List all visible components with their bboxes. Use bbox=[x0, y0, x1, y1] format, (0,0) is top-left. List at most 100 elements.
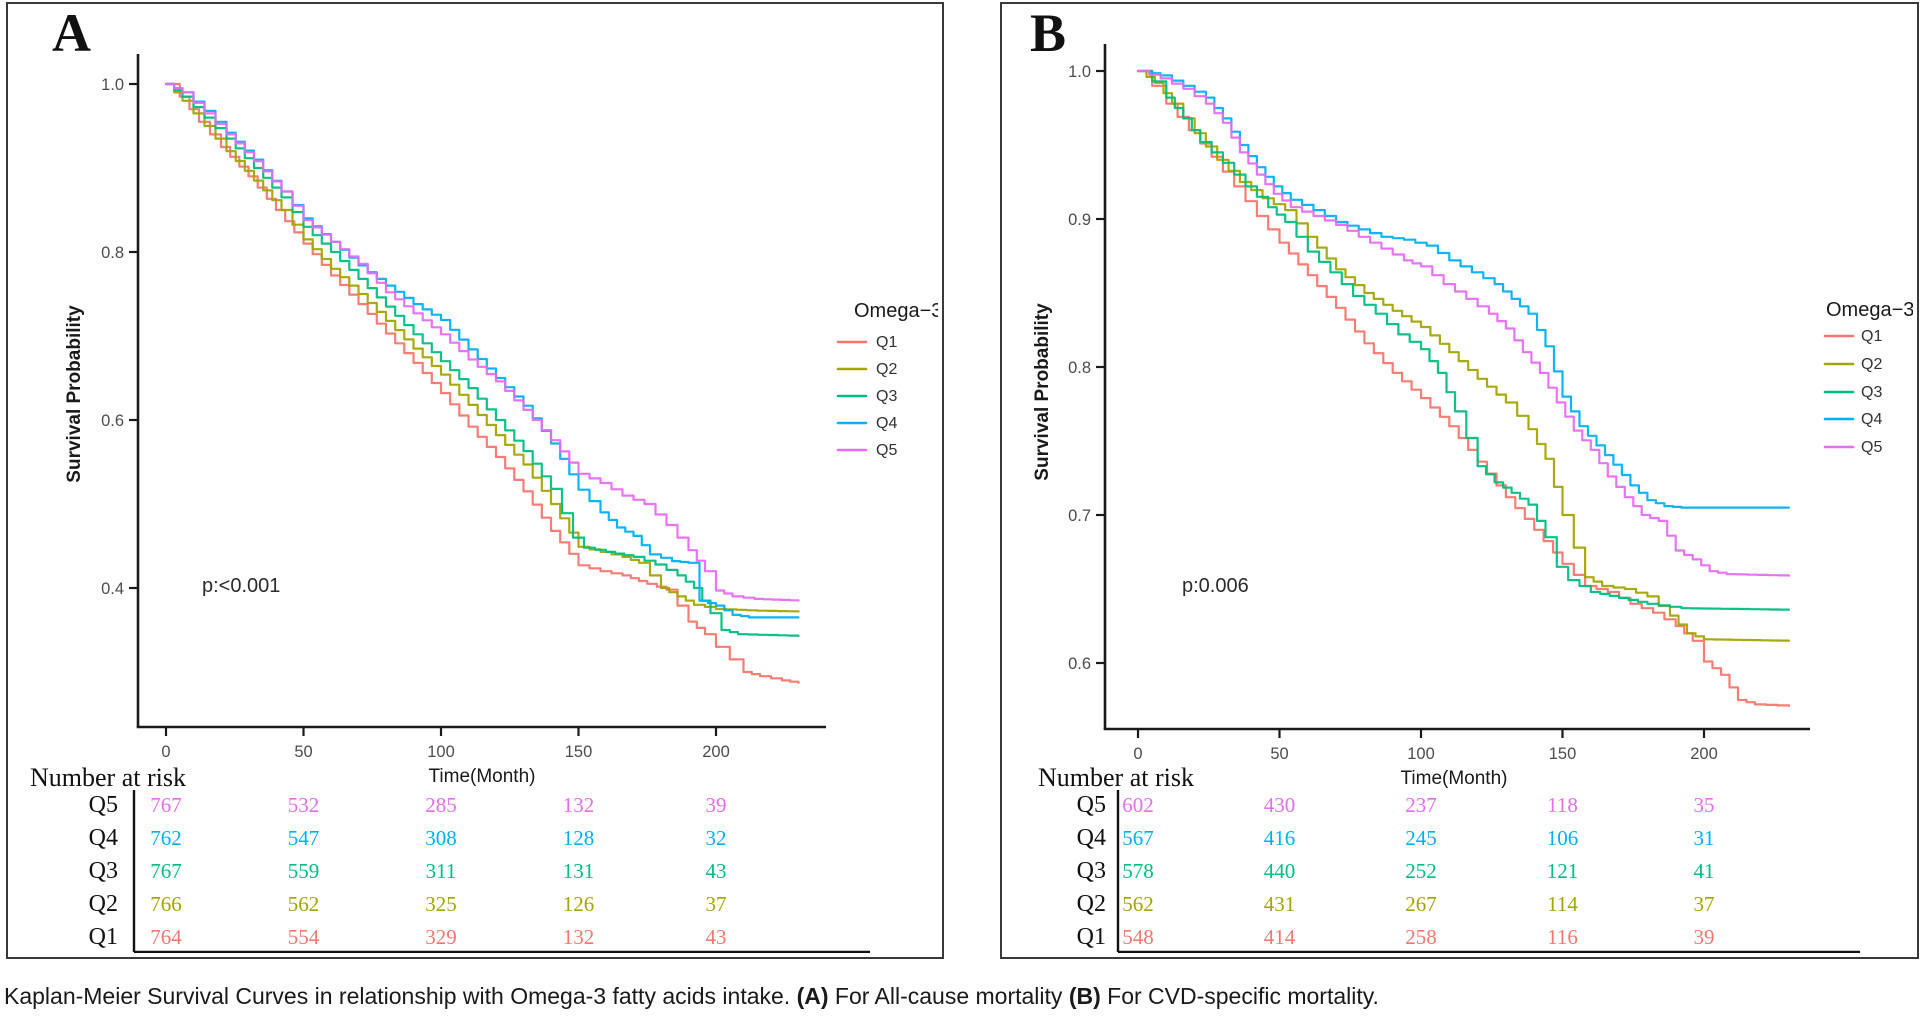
panel-label-a: A bbox=[52, 3, 91, 63]
risk-value-q5-t0: 602 bbox=[1122, 793, 1154, 817]
km-curve-q3 bbox=[164, 82, 800, 637]
risk-value-q4-t50: 547 bbox=[288, 826, 320, 850]
risk-value-q5-t100: 285 bbox=[425, 793, 457, 817]
risk-table-title: Number at risk bbox=[1038, 763, 1194, 792]
km-curve-q5 bbox=[164, 82, 800, 602]
y-tick-label: 0.8 bbox=[101, 244, 124, 262]
risk-row-label-q5: Q5 bbox=[89, 792, 118, 818]
legend-label-q5: Q5 bbox=[1861, 439, 1882, 456]
x-tick-label: 200 bbox=[702, 743, 730, 761]
legend-label-q4: Q4 bbox=[876, 415, 897, 432]
caption-bold-a: (A) bbox=[796, 983, 829, 1009]
risk-value-q4-t150: 106 bbox=[1547, 826, 1579, 850]
risk-value-q2-t0: 766 bbox=[150, 892, 182, 916]
y-tick-label: 0.8 bbox=[1068, 359, 1091, 377]
risk-value-q2-t100: 267 bbox=[1405, 892, 1437, 916]
legend-label-q1: Q1 bbox=[876, 334, 897, 351]
legend-title: Omega−3 bbox=[1826, 299, 1913, 321]
legend-title: Omega−3 bbox=[854, 300, 938, 322]
x-tick-label: 150 bbox=[565, 743, 593, 761]
x-tick-label: 100 bbox=[1407, 745, 1435, 763]
risk-value-q5-t200: 35 bbox=[1694, 793, 1715, 817]
risk-value-q4-t150: 128 bbox=[563, 826, 595, 850]
risk-value-q5-t0: 767 bbox=[150, 793, 182, 817]
km-curve-q1 bbox=[164, 82, 800, 684]
risk-value-q2-t100: 325 bbox=[425, 892, 457, 916]
km-chart-all-cause: 1.0 0.8 0.6 0.4 0 50 100 150 200 Survival Probabi… bbox=[30, 54, 938, 953]
legend-label-q3: Q3 bbox=[876, 388, 897, 405]
risk-value-q4-t0: 762 bbox=[150, 826, 182, 850]
risk-value-q2-t50: 431 bbox=[1264, 892, 1296, 916]
x-tick-label: 150 bbox=[1549, 745, 1577, 763]
km-curve-q2 bbox=[1136, 69, 1790, 642]
risk-value-q1-t100: 258 bbox=[1405, 925, 1437, 949]
legend-label-q1: Q1 bbox=[1861, 328, 1882, 345]
y-axis-title: Survival Probability bbox=[64, 305, 85, 483]
risk-value-q3-t150: 121 bbox=[1547, 859, 1579, 883]
risk-value-q4-t200: 31 bbox=[1694, 826, 1715, 850]
caption-text: Kaplan-Meier Survival Curves in relation… bbox=[4, 983, 797, 1009]
p-value-label: p:0.006 bbox=[1182, 575, 1249, 597]
risk-value-q2-t0: 562 bbox=[1122, 892, 1154, 916]
legend-label-q3: Q3 bbox=[1861, 384, 1882, 401]
risk-value-q3-t200: 41 bbox=[1694, 859, 1715, 883]
risk-value-q5-t200: 39 bbox=[706, 793, 727, 817]
risk-value-q2-t150: 126 bbox=[563, 892, 595, 916]
risk-value-q3-t0: 578 bbox=[1122, 859, 1154, 883]
legend-label-q2: Q2 bbox=[876, 361, 897, 378]
y-tick-label: 0.4 bbox=[101, 580, 124, 598]
legend-label-q5: Q5 bbox=[876, 442, 897, 459]
y-tick-label: 0.9 bbox=[1068, 211, 1091, 229]
risk-row-label-q4: Q4 bbox=[89, 825, 118, 851]
x-tick-label: 100 bbox=[427, 743, 455, 761]
risk-value-q3-t100: 252 bbox=[1405, 859, 1437, 883]
caption-text: For CVD-specific mortality. bbox=[1100, 983, 1379, 1009]
risk-value-q2-t200: 37 bbox=[706, 892, 727, 916]
risk-value-q1-t150: 116 bbox=[1547, 925, 1578, 949]
risk-value-q1-t0: 764 bbox=[150, 925, 182, 949]
risk-value-q3-t50: 559 bbox=[288, 859, 320, 883]
risk-value-q5-t50: 430 bbox=[1264, 793, 1296, 817]
x-tick-label: 50 bbox=[1270, 745, 1288, 763]
risk-value-q5-t100: 237 bbox=[1405, 793, 1437, 817]
x-tick-label: 0 bbox=[161, 743, 170, 761]
risk-value-q1-t50: 414 bbox=[1264, 925, 1296, 949]
legend-label-q4: Q4 bbox=[1861, 411, 1882, 428]
risk-value-q3-t200: 43 bbox=[706, 859, 727, 883]
km-curve-q2 bbox=[164, 82, 800, 613]
risk-value-q4-t0: 567 bbox=[1122, 826, 1154, 850]
x-tick-label: 200 bbox=[1690, 745, 1718, 763]
risk-row-label-q3: Q3 bbox=[1077, 858, 1106, 884]
risk-value-q5-t50: 532 bbox=[288, 793, 320, 817]
risk-row-label-q1: Q1 bbox=[1077, 924, 1106, 950]
x-axis-title: Time(Month) bbox=[1401, 768, 1508, 789]
km-chart-cvd: 1.0 0.9 0.8 0.7 0.6 0 50 100 150 200 Survival Prob… bbox=[1032, 44, 1913, 953]
y-axis-title: Survival Probability bbox=[1032, 303, 1053, 481]
risk-value-q3-t100: 311 bbox=[426, 859, 457, 883]
y-tick-label: 0.6 bbox=[1068, 655, 1091, 673]
risk-value-q2-t150: 114 bbox=[1547, 892, 1578, 916]
risk-value-q2-t50: 562 bbox=[288, 892, 320, 916]
risk-row-label-q3: Q3 bbox=[89, 858, 118, 884]
p-value-label: p:<0.001 bbox=[202, 575, 280, 597]
risk-value-q3-t0: 767 bbox=[150, 859, 182, 883]
panel-a: A 1.0 0.8 0.6 0.4 0 50 100 150 200 Survival Proba… bbox=[6, 2, 944, 959]
x-tick-label: 50 bbox=[294, 743, 312, 761]
panel-label-b: B bbox=[1030, 3, 1067, 63]
risk-value-q2-t200: 37 bbox=[1694, 892, 1715, 916]
risk-table-title: Number at risk bbox=[30, 763, 186, 792]
risk-value-q1-t200: 43 bbox=[706, 925, 727, 949]
caption-text: For All-cause mortality bbox=[828, 983, 1069, 1009]
risk-row-label-q2: Q2 bbox=[89, 891, 118, 917]
km-curve-q4 bbox=[164, 82, 800, 619]
risk-value-q3-t50: 440 bbox=[1264, 859, 1296, 883]
risk-value-q1-t0: 548 bbox=[1122, 925, 1154, 949]
km-curve-q3 bbox=[1136, 69, 1790, 611]
risk-value-q4-t50: 416 bbox=[1264, 826, 1296, 850]
risk-value-q1-t50: 554 bbox=[288, 925, 320, 949]
risk-row-label-q2: Q2 bbox=[1077, 891, 1106, 917]
risk-value-q5-t150: 132 bbox=[563, 793, 595, 817]
km-curve-q5 bbox=[1136, 69, 1790, 577]
legend-label-q2: Q2 bbox=[1861, 356, 1882, 373]
risk-value-q4-t200: 32 bbox=[706, 826, 727, 850]
